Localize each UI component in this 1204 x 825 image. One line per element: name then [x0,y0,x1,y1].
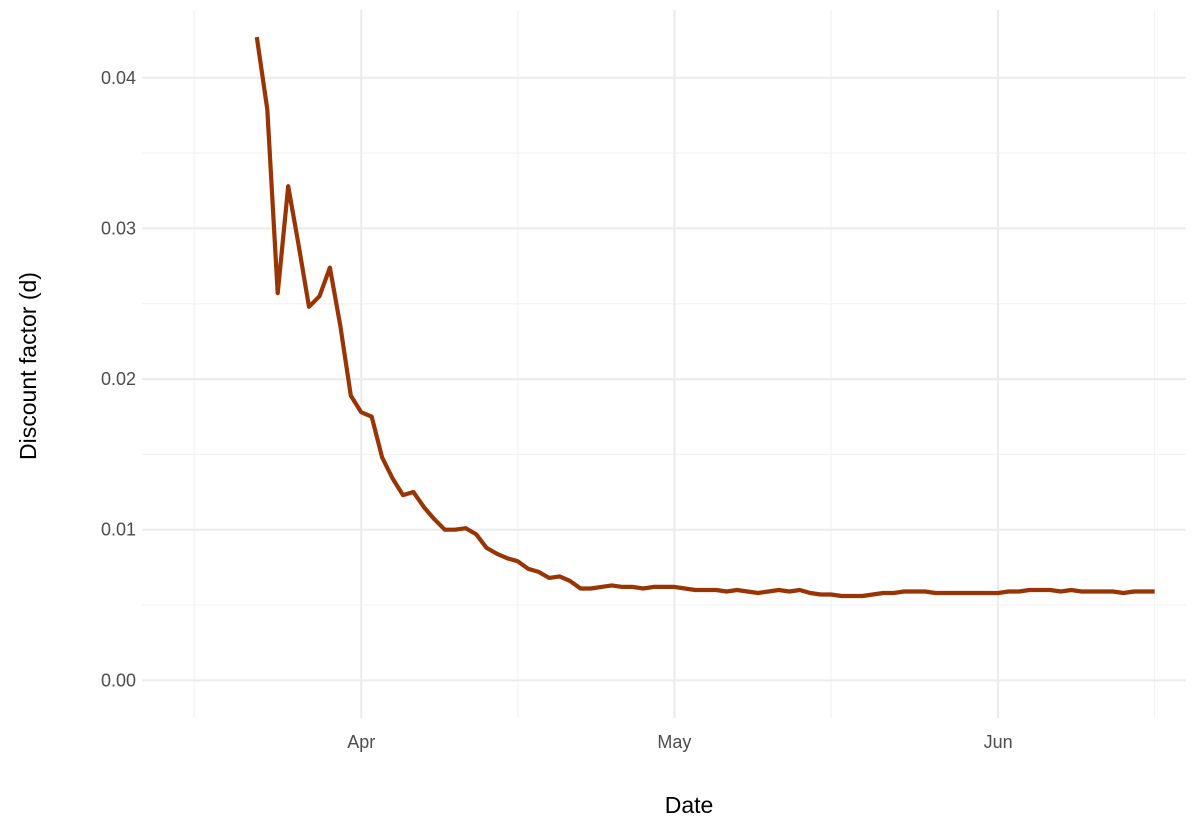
series-line [257,37,1155,596]
series-layer [257,37,1155,596]
y-tick-label: 0.04 [101,68,136,88]
y-tick-label: 0.02 [101,369,136,389]
x-tick-label: May [657,732,691,752]
y-tick-label: 0.00 [101,670,136,690]
x-tick-label: Apr [347,732,375,752]
minor-gridlines [142,10,1186,718]
x-axis-tick-labels: Apr May Jun [347,732,1012,752]
x-axis-title: Date [665,792,714,818]
major-gridlines [142,10,1186,718]
y-tick-label: 0.03 [101,218,136,238]
y-tick-label: 0.01 [101,520,136,540]
y-axis-title: Discount factor (d) [15,272,41,460]
y-axis-tick-labels: 0.00 0.01 0.02 0.03 0.04 [101,68,136,691]
x-tick-label: Jun [984,732,1013,752]
